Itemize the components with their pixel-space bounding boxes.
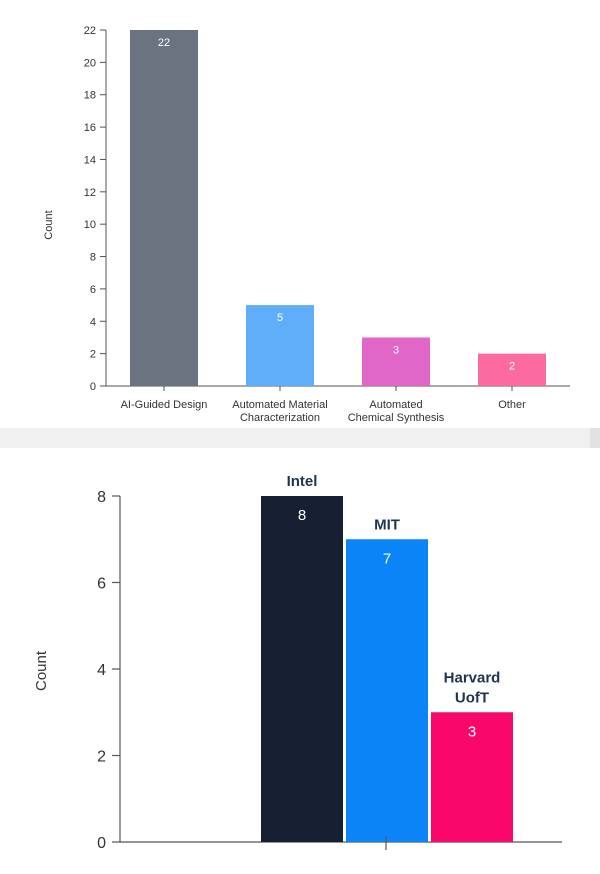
- section-divider: [0, 428, 590, 448]
- bar-category-label-line: MIT: [374, 516, 400, 533]
- x-tick-label-line: Automated Material: [232, 399, 327, 411]
- y-tick-label: 8: [90, 252, 96, 264]
- y-tick-label: 6: [90, 284, 96, 296]
- y-tick-label: 14: [84, 154, 96, 166]
- x-tick-label-line: Chemical Synthesis: [348, 412, 445, 424]
- scrollbar-stub: [590, 428, 600, 448]
- bar: [261, 496, 343, 842]
- y-tick-label: 0: [97, 835, 106, 852]
- y-tick-label: 20: [84, 57, 96, 69]
- bar-category-label: MIT: [374, 516, 400, 533]
- chart-research-areas: Count 0 2 4 6 8 10 12 14 16 18 20 22 22 AI-Guided Des…: [43, 25, 570, 424]
- x-tick-label: AI-Guided Design: [121, 399, 208, 411]
- x-tick-label-line: Characterization: [240, 412, 320, 424]
- y-tick-label: 18: [84, 90, 96, 102]
- bar: [130, 30, 198, 386]
- bar-category-label-line: UofT: [455, 689, 489, 706]
- y-tick-label: 10: [84, 219, 96, 231]
- chart-institutions: Count 0 2 4 6 8 8 Intel 7 MIT 3 Harvard UofT: [33, 473, 562, 852]
- y-tick-label: 8: [97, 489, 106, 506]
- y-tick-label: 12: [84, 187, 96, 199]
- x-tick-label: Automated Chemical Synthesis: [348, 399, 445, 424]
- bar: [478, 353, 546, 386]
- y-axis-title: Count: [33, 650, 50, 691]
- bar-value-label: 3: [393, 344, 399, 356]
- bar-value-label: 5: [277, 312, 283, 324]
- bar-value-label: 22: [158, 37, 170, 49]
- y-tick-label: 16: [84, 122, 96, 134]
- bar-category-label: Harvard UofT: [444, 669, 501, 706]
- bar-category-label: Intel: [287, 473, 318, 490]
- x-tick-label-line: Other: [498, 399, 526, 411]
- bar-category-label-line: Intel: [287, 473, 318, 490]
- x-tick-label: Automated Material Characterization: [232, 399, 327, 424]
- bar-value-label: 2: [509, 361, 515, 373]
- bar: [246, 305, 314, 386]
- y-tick-label: 6: [97, 576, 106, 593]
- x-tick-label: Other: [498, 399, 526, 411]
- x-tick-label-line: Automated: [369, 399, 422, 411]
- y-tick-label: 0: [90, 381, 96, 393]
- x-tick-label-line: AI-Guided Design: [121, 399, 208, 411]
- bar-value-label: 8: [298, 507, 306, 524]
- bar-value-label: 7: [383, 550, 391, 567]
- bar: [431, 712, 513, 842]
- y-tick-label: 4: [90, 316, 96, 328]
- y-tick-label: 4: [97, 662, 106, 679]
- y-tick-label: 2: [97, 749, 106, 766]
- bar-value-label: 3: [468, 723, 476, 740]
- bar-category-label-line: Harvard: [444, 669, 501, 686]
- y-tick-label: 22: [84, 25, 96, 37]
- bar: [346, 539, 428, 842]
- y-tick-label: 2: [90, 349, 96, 361]
- bar: [362, 337, 430, 386]
- y-axis-title: Count: [43, 210, 55, 239]
